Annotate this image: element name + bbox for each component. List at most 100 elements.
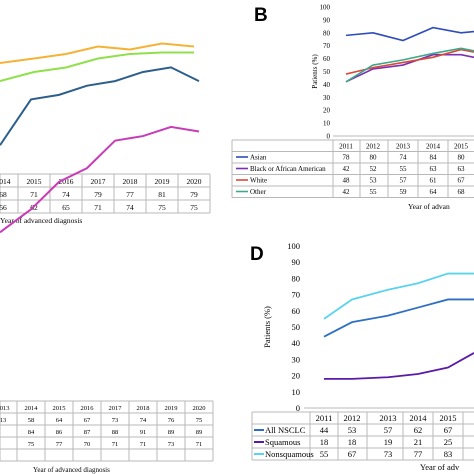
panel-b-table-value: 55 [400,165,408,173]
panel-b-table-value: 57 [400,177,408,185]
panel-d-table-value: 73 [384,449,393,459]
panel-b-table-value: 42 [343,188,351,196]
panel-b-table-value: 59 [400,188,408,196]
panel-a-table-value: 56 [0,203,7,212]
panel-c-x-tick-label: 2018 [137,405,150,412]
panel-d-legend-label: Nonsquamous [265,449,314,459]
panel-b-table-value: 48 [343,177,351,185]
panel-c-x-tick-label: 2013 [0,405,10,412]
panel-d-y-tick-label: 90 [292,257,301,267]
panel-d-table-value: 21 [414,437,423,447]
panel-d-table-value: 18 [320,437,329,447]
panel-c-x-axis-title: Year of advanced diagnosis [33,466,110,474]
panel-c-table-value: 76 [168,417,175,424]
panel-d-table-value: 44 [320,425,329,435]
panel-c-table-value: 84 [28,429,35,436]
panel-b-y-tick-label: 100 [320,4,331,12]
panel-d-y-tick-label: 80 [292,273,301,283]
panel-b-legend-label: Black or African American [250,165,326,173]
panel-b-y-tick-label: 50 [323,68,331,76]
panel-d-y-tick-label: 10 [292,387,301,397]
panel-c-table-value: 71 [140,441,147,448]
panel-b-y-tick-label: 40 [323,81,331,89]
panel-c-table-value: 64 [56,417,63,424]
panel-c-x-tick-label: 2019 [165,405,178,412]
panel-d-label: D [250,244,264,265]
panel-c-x-tick-label: 2020 [193,405,206,412]
panel-b-x-tick-label: 2014 [426,143,441,151]
panel-a-x-tick-label: 2017 [91,177,106,186]
panel-d-series-line-3 [323,272,474,320]
panel-b-legend-label: Other [250,188,267,196]
panel-d-x-axis-title: Year of adv [420,462,460,472]
panel-a-series-line-1 [0,42,195,64]
panel-b-table-value: 53 [370,177,378,185]
panel-b-table-value: 80 [370,154,378,162]
panel-d-legend-label: All NSCLC [265,425,306,435]
panel-b-y-tick-label: 70 [323,42,331,50]
panel-a-table-value: 74 [62,190,70,199]
panel-b-series-line-1 [345,26,474,42]
panel-d-x-tick-label: 2012 [344,413,361,423]
panel-a-table-value: 68 [0,190,7,199]
panel-a-table-value: 75 [190,203,198,212]
panel-c-table-value: 87 [84,429,91,436]
panel-a-x-tick-label: 2018 [123,177,138,186]
panel-d-table-value: 57 [384,425,393,435]
panel-c-table-value: 75 [196,417,203,424]
panel-c-series-line-1 [0,66,200,146]
panel-b-table-value: 67 [458,177,466,185]
panel-c-x-tick-label: 2016 [81,405,95,412]
panel-a-table-value: 65 [62,203,70,212]
panel-d-x-tick-label: 2013 [380,413,397,423]
panel-b-x-axis-title: Year of advan [408,202,450,211]
panel-a-x-tick-label: 2016 [59,177,74,186]
panel-d-y-tick-label: 0 [296,403,300,413]
panel-a-table-value: 77 [126,190,134,199]
panel-b-table-value: 55 [370,188,378,196]
panel-d-table-value: 53 [348,425,357,435]
panel-b-y-tick-label: 30 [323,94,331,102]
panel-c-table-value: 71 [196,441,203,448]
panel-b-y-tick-label: 60 [323,55,331,63]
panel-c-series-line-2 [0,125,200,234]
panel-b-table-value: 61 [430,177,438,185]
panel-c-table-value: 13 [0,417,6,424]
panel-a-x-tick-label: 2019 [155,177,170,186]
panel-a-table-value: 81 [158,190,166,199]
panel-c-x-tick-label: 2017 [109,405,123,412]
panel-c-table-value: 86 [56,429,63,436]
panel-c-x-tick-label: 2015 [53,405,66,412]
panel-d-table-value: 25 [444,437,453,447]
panel-d-y-tick-label: 30 [292,354,301,364]
panel-c-table-value: 77 [56,441,63,448]
panel-d-y-tick-label: 70 [292,290,301,300]
panel-d-y-tick-label: 50 [292,322,301,332]
panel-b-table-value: 63 [458,165,466,173]
panel-d-y-tick-label: 20 [292,371,301,381]
panel-b-legend-label: White [250,177,267,185]
panel-d-y-tick-label: 60 [292,306,301,316]
panel-d-table-value: 55 [320,449,329,459]
panel-b-table-value: 68 [458,188,466,196]
panel-d-x-tick-label: 2015 [440,413,457,423]
panel-a-x-tick-label: 2015 [27,177,42,186]
panel-b-label: B [254,5,268,26]
panel-a-x-tick-label: 2014 [0,177,11,186]
panel-b-y-tick-label: 80 [323,29,331,37]
panel-a-table-value: 79 [190,190,198,199]
panel-a-table-value: 71 [30,190,38,199]
panel-d-x-tick-label: 2011 [316,413,333,423]
panel-a-x-axis-title: Year of advanced diagnosis [0,216,82,225]
panel-b-x-tick-label: 2012 [366,143,381,151]
panel-d-y-axis-title: Patients (%) [262,306,272,348]
panel-b-series-line-4 [345,47,474,83]
panel-b-y-tick-label: 10 [323,120,331,128]
panel-b-table-value: 52 [370,165,378,173]
panel-c-table-value: 58 [28,417,35,424]
panel-b-y-tick-label: 0 [327,133,331,141]
panel-d-table-value: 67 [348,449,357,459]
panel-c-table-value: 73 [112,417,119,424]
panel-b-x-tick-label: 2013 [396,143,411,151]
